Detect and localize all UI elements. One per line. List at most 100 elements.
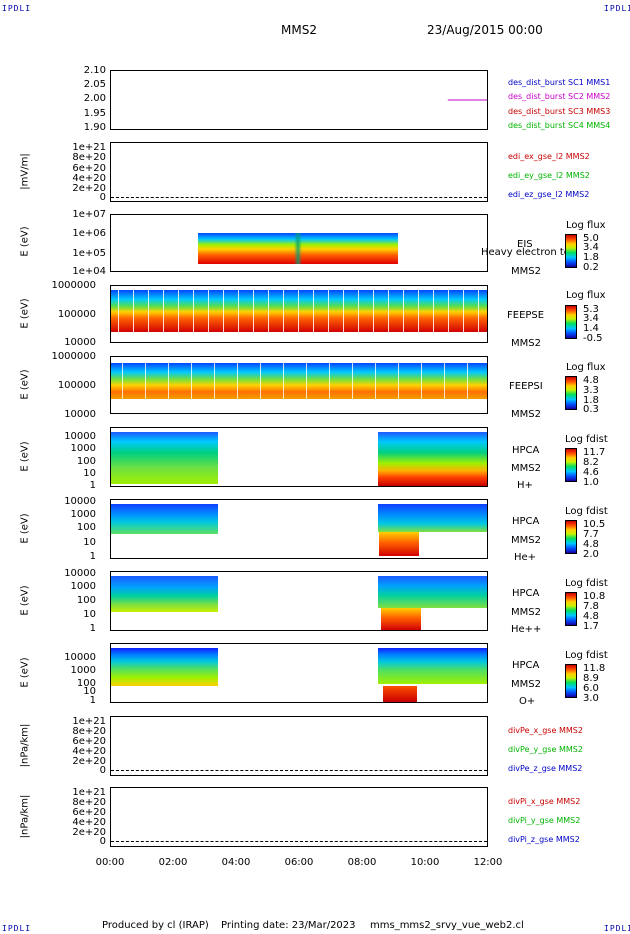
hpca-o-red-blob bbox=[383, 686, 417, 702]
colorbar bbox=[565, 664, 577, 698]
cbar-title: Log flux bbox=[566, 220, 606, 231]
cbar-tick: 1.7 bbox=[583, 621, 599, 632]
ytick: 1e+04 bbox=[72, 266, 106, 277]
hpca-o-spectro-left bbox=[111, 648, 218, 686]
footer-printing-date: Printing date: 23/Mar/2023 bbox=[221, 920, 356, 931]
cbar-tick: 11.8 bbox=[583, 663, 606, 674]
panel-hpca-o bbox=[110, 643, 488, 703]
mission-title: MMS2 bbox=[281, 23, 317, 37]
footer-script: mms_mms2_srvy_vue_web2.cl bbox=[370, 920, 524, 931]
panel-feeps-electron bbox=[110, 285, 488, 343]
cbar-tick: 1.0 bbox=[583, 477, 599, 488]
species-label: O+ bbox=[519, 696, 536, 707]
ytick: 1 bbox=[89, 480, 96, 491]
ytick: 100 bbox=[76, 595, 96, 606]
ytick: 10 bbox=[83, 609, 96, 620]
spacecraft-label: MMS2 bbox=[511, 607, 541, 618]
panel-divpi bbox=[110, 787, 488, 847]
ytick: 1.95 bbox=[83, 108, 106, 119]
cbar-tick: 3.4 bbox=[583, 242, 599, 253]
spacecraft-label: MMS2 bbox=[511, 409, 541, 420]
ytick: 0 bbox=[99, 192, 106, 203]
legend-sc1: des_dist_burst SC1 MMS1 bbox=[508, 78, 611, 87]
cbar-tick: 3.3 bbox=[583, 385, 599, 396]
spacecraft-label: MMS2 bbox=[511, 266, 541, 277]
cbar-tick: 4.8 bbox=[583, 611, 599, 622]
cbar-title: Log fdist bbox=[565, 578, 608, 589]
ytick: 8e+20 bbox=[72, 152, 106, 163]
panel-hpca-h bbox=[110, 427, 488, 487]
colorbar bbox=[565, 520, 577, 554]
ytick: 2e+20 bbox=[72, 827, 106, 838]
colorbar bbox=[565, 592, 577, 626]
cbar-title: Log flux bbox=[566, 290, 606, 301]
spacecraft-label: MMS2 bbox=[511, 679, 541, 690]
cbar-tick: 1.4 bbox=[583, 323, 599, 334]
zero-line bbox=[111, 197, 487, 198]
zero-line bbox=[111, 770, 487, 771]
ytick: 2e+20 bbox=[72, 756, 106, 767]
ytick: 1e+06 bbox=[72, 228, 106, 239]
ytick: 10000 bbox=[64, 431, 96, 442]
ytick: 1e+21 bbox=[72, 142, 106, 153]
xtick-label: 06:00 bbox=[284, 857, 314, 868]
cbar-title: Log fdist bbox=[565, 434, 608, 445]
panel-distribution-burst bbox=[110, 70, 488, 130]
panel-divpe bbox=[110, 716, 488, 776]
ytick: 10 bbox=[83, 686, 96, 697]
ytick: 10000 bbox=[64, 652, 96, 663]
legend-sc2: des_dist_burst SC2 MMS2 bbox=[508, 92, 611, 101]
instrument-label: HPCA bbox=[512, 660, 540, 671]
cbar-title: Log fdist bbox=[565, 506, 608, 517]
footer-produced: Produced by cl (IRAP) bbox=[102, 920, 209, 931]
legend-sc3: des_dist_burst SC3 MMS3 bbox=[508, 107, 611, 116]
ytick: 1e+21 bbox=[72, 716, 106, 727]
ytick: 1000000 bbox=[51, 280, 96, 291]
instrument-label: HPCA bbox=[512, 516, 540, 527]
cbar-tick: 5.0 bbox=[583, 233, 599, 244]
cbar-tick: 8.2 bbox=[583, 457, 599, 468]
panel-hpca-he2 bbox=[110, 571, 488, 631]
legend-divpe-y: divPe_y_gse MMS2 bbox=[508, 745, 583, 754]
xtick-label: 04:00 bbox=[221, 857, 251, 868]
ytick: 4e+20 bbox=[72, 817, 106, 828]
cbar-tick: 1.8 bbox=[583, 395, 599, 406]
xtick-label: 10:00 bbox=[410, 857, 440, 868]
ylabel-hpca-he: E (eV) bbox=[19, 513, 31, 544]
ylabel-feepse: E (eV) bbox=[19, 298, 31, 329]
xtick-label: 08:00 bbox=[347, 857, 377, 868]
hpca-o-spectro-right bbox=[378, 648, 487, 684]
xtick-label: 00:00 bbox=[95, 857, 125, 868]
ytick: 8e+20 bbox=[72, 726, 106, 737]
colorbar bbox=[565, 376, 577, 410]
ytick: 10 bbox=[83, 537, 96, 548]
ytick: 1.90 bbox=[83, 122, 106, 133]
feepsi-spectrogram bbox=[111, 363, 487, 399]
eis-spectrogram bbox=[198, 233, 398, 264]
hpca-he2-red-blob bbox=[381, 608, 421, 630]
plot-date: 23/Aug/2015 00:00 bbox=[427, 23, 543, 37]
cbar-tick: -0.5 bbox=[583, 333, 603, 344]
ytick: 100 bbox=[76, 522, 96, 533]
ytick: 2e+20 bbox=[72, 183, 106, 194]
cbar-tick: 0.2 bbox=[583, 262, 599, 273]
ytick: 6e+20 bbox=[72, 807, 106, 818]
corner-logo-bl: IPDLI bbox=[2, 924, 32, 933]
hpca-he-spectro-right bbox=[378, 504, 487, 532]
legend-edi-ey: edi_ey_gse_l2 MMS2 bbox=[508, 171, 590, 180]
cbar-tick: 3.4 bbox=[583, 313, 599, 324]
ytick: 1000 bbox=[70, 509, 96, 520]
overlay-label: Heavy electron to bbox=[481, 247, 570, 258]
hpca-he-spectro-left bbox=[111, 504, 218, 534]
xtick-label: 12:00 bbox=[473, 857, 503, 868]
cbar-tick: 7.8 bbox=[583, 601, 599, 612]
ytick: 10 bbox=[83, 468, 96, 479]
hpca-he-red-blob bbox=[379, 532, 419, 556]
instrument-label: HPCA bbox=[512, 588, 540, 599]
legend-divpe-x: divPe_x_gse MMS2 bbox=[508, 726, 583, 735]
instrument-label: FEEPSI bbox=[509, 381, 543, 392]
cbar-tick: 8.9 bbox=[583, 673, 599, 684]
colorbar bbox=[565, 448, 577, 482]
species-label: H+ bbox=[517, 480, 533, 491]
cbar-tick: 0.3 bbox=[583, 404, 599, 415]
